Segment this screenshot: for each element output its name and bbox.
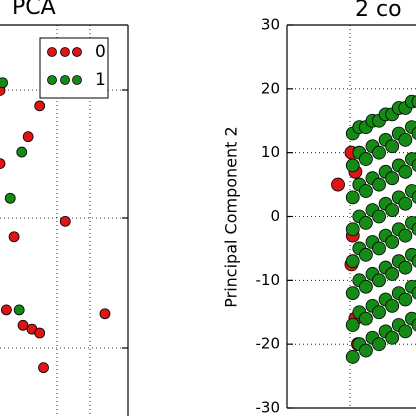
y-tick-label: 10 xyxy=(261,143,280,161)
data-point xyxy=(99,308,111,320)
data-point xyxy=(38,362,49,374)
data-point xyxy=(345,286,360,301)
data-point xyxy=(372,305,386,320)
data-point xyxy=(385,298,400,313)
data-point xyxy=(372,241,386,256)
y-tick-label: 20 xyxy=(261,79,280,97)
y-tick-label: -30 xyxy=(256,399,281,416)
data-point xyxy=(385,267,400,281)
data-point xyxy=(398,132,413,147)
data-point xyxy=(411,254,416,268)
data-point xyxy=(1,304,12,316)
data-point xyxy=(345,350,360,364)
data-point xyxy=(59,215,71,227)
legend-marker xyxy=(72,75,82,85)
legend-box xyxy=(39,37,109,99)
legend-marker xyxy=(60,75,70,85)
data-point xyxy=(385,235,400,249)
data-point xyxy=(411,159,416,172)
data-point xyxy=(358,279,373,294)
legend-marker xyxy=(60,47,70,57)
legend-marker xyxy=(47,75,57,85)
y-tick-label: 0 xyxy=(270,207,280,225)
data-point xyxy=(16,146,28,158)
data-point xyxy=(411,127,416,140)
data-point xyxy=(398,324,413,339)
y-tick-label: -20 xyxy=(256,335,281,353)
data-point xyxy=(372,145,386,160)
data-point xyxy=(398,164,413,179)
data-point xyxy=(385,139,400,154)
data-point xyxy=(0,158,6,169)
data-point xyxy=(372,273,386,288)
data-point xyxy=(22,131,34,143)
data-point xyxy=(4,192,16,204)
data-point xyxy=(398,292,413,307)
data-point xyxy=(0,77,8,89)
data-point xyxy=(17,319,29,331)
legend-label: 0 xyxy=(95,42,106,62)
data-point xyxy=(34,100,46,112)
data-point xyxy=(358,311,373,326)
data-point xyxy=(358,247,373,262)
data-point xyxy=(385,330,400,345)
legend-marker xyxy=(72,47,82,57)
data-point xyxy=(331,177,345,192)
data-point xyxy=(372,177,386,192)
data-point xyxy=(345,222,360,237)
data-point xyxy=(398,196,413,211)
data-point xyxy=(372,337,386,352)
data-point xyxy=(358,215,373,230)
y-tick-label: 30 xyxy=(261,16,280,34)
data-point xyxy=(345,254,360,269)
data-point xyxy=(345,190,360,205)
data-point xyxy=(398,260,413,275)
y-axis-label: Principal Component 2 xyxy=(222,126,241,307)
data-point xyxy=(372,209,386,224)
data-point xyxy=(8,231,20,243)
chart-title: PCA xyxy=(12,0,56,20)
legend-label: 1 xyxy=(95,70,106,90)
legend-marker xyxy=(47,47,57,57)
data-point xyxy=(385,203,400,218)
data-point xyxy=(345,158,360,173)
data-point xyxy=(411,95,416,109)
data-point xyxy=(385,171,400,186)
data-point xyxy=(411,286,416,300)
data-point xyxy=(411,190,416,204)
chart-title: 2 co xyxy=(355,0,402,22)
data-point xyxy=(411,222,416,236)
data-point xyxy=(13,304,25,316)
y-tick-label: -10 xyxy=(256,271,281,289)
data-point xyxy=(358,343,373,358)
data-point xyxy=(411,318,416,332)
data-point xyxy=(358,184,373,198)
data-point xyxy=(358,152,373,166)
data-point xyxy=(398,228,413,243)
data-point xyxy=(345,318,360,332)
data-point xyxy=(34,327,46,339)
